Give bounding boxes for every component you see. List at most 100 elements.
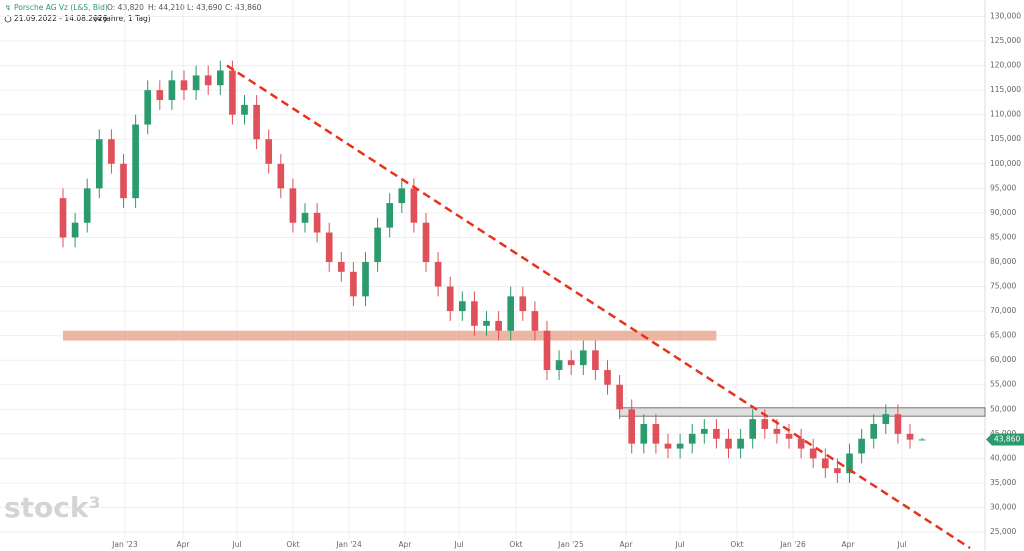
- candle-body: [216, 70, 224, 86]
- x-tick-label: Okt: [286, 540, 299, 549]
- candle-body: [83, 188, 91, 223]
- y-tick-label: 25,000: [990, 527, 1016, 536]
- candle-body: [592, 350, 599, 371]
- y-tick-label: 125,000: [990, 36, 1021, 45]
- logo-icon: ↯: [5, 3, 11, 12]
- trendline: [226, 64, 971, 550]
- candle-body: [906, 433, 914, 440]
- y-tick-label: 115,000: [990, 85, 1021, 94]
- candle-body: [71, 222, 79, 238]
- candle-body: [531, 311, 539, 331]
- candle-body: [132, 124, 139, 199]
- ohlc-low: L: 43,690: [187, 3, 223, 12]
- candle-body: [749, 419, 757, 439]
- candle-body: [737, 438, 744, 449]
- x-tick-label: Okt: [730, 540, 743, 549]
- x-tick-label: Apr: [398, 540, 412, 549]
- candle-body: [543, 330, 551, 371]
- candle-body: [894, 414, 902, 434]
- candle-body: [700, 428, 708, 434]
- candle-body: [434, 261, 442, 287]
- candle-body: [567, 360, 575, 366]
- candle-body: [95, 139, 103, 189]
- ohlc-high: H: 44,210: [148, 3, 185, 12]
- zone: [63, 330, 717, 341]
- candle-body: [241, 104, 248, 115]
- x-tick-label: Apr: [620, 540, 634, 549]
- candle-body: [761, 419, 769, 429]
- candle-body: [821, 458, 829, 469]
- candle-body: [386, 203, 394, 228]
- x-tick-label: Jan '25: [557, 540, 584, 549]
- candle-body: [555, 360, 563, 371]
- candle-body: [664, 443, 672, 449]
- y-tick-label: 95,000: [990, 183, 1016, 192]
- candle-body: [773, 428, 781, 434]
- candle-body: [313, 212, 321, 233]
- x-tick-label: Apr: [842, 540, 856, 549]
- candle-body: [579, 350, 587, 366]
- y-tick-label: 90,000: [990, 208, 1016, 217]
- y-tick-label: 55,000: [990, 380, 1016, 389]
- candle-body: [785, 433, 793, 439]
- ohlc-close: C: 43,860: [225, 3, 262, 12]
- y-tick-label: 65,000: [990, 331, 1016, 340]
- candle-body: [846, 453, 853, 474]
- candle-body: [870, 424, 878, 439]
- x-tick-label: Jan '23: [111, 540, 138, 549]
- y-tick-label: 75,000: [990, 282, 1016, 291]
- candle-body: [495, 320, 502, 331]
- x-tick-label: Jul: [231, 540, 241, 549]
- candle-body: [301, 212, 309, 223]
- price-badge-label: 43,860: [994, 434, 1020, 443]
- candle-body: [59, 198, 67, 238]
- candle-body: [483, 320, 490, 326]
- y-tick-label: 50,000: [990, 404, 1016, 413]
- x-tick-label: Jan '26: [779, 540, 806, 549]
- y-tick-label: 40,000: [990, 453, 1016, 462]
- candle-body: [325, 232, 333, 262]
- y-tick-label: 120,000: [990, 61, 1021, 70]
- x-tick-label: Jul: [674, 540, 684, 549]
- y-tick-label: 45,000: [990, 429, 1016, 438]
- candle-body: [809, 448, 817, 459]
- candle-body: [156, 90, 164, 100]
- candle-body: [918, 439, 926, 441]
- candle-body: [362, 261, 369, 297]
- zone: [619, 407, 986, 417]
- candle-body: [688, 433, 696, 444]
- watermark: stock³: [4, 491, 101, 524]
- candle-body: [471, 301, 478, 326]
- candle-body: [604, 370, 611, 385]
- y-tick-label: 105,000: [990, 134, 1021, 143]
- candle-body: [422, 222, 430, 262]
- candle-body: [398, 188, 406, 204]
- candle-body: [882, 414, 890, 425]
- candle-body: [180, 80, 188, 91]
- candle-body: [676, 443, 684, 449]
- candle-body: [616, 384, 623, 410]
- x-tick-label: Apr: [177, 540, 191, 549]
- candle-body: [410, 188, 418, 223]
- candle-body: [446, 286, 454, 312]
- y-tick-label: 110,000: [990, 110, 1021, 119]
- y-tick-label: 70,000: [990, 306, 1016, 315]
- candle-body: [144, 90, 152, 125]
- candle-body: [628, 409, 636, 444]
- candle-body: [797, 438, 805, 449]
- candle-body: [458, 301, 466, 312]
- x-tick-label: Jan '24: [335, 540, 362, 549]
- candle-body: [108, 139, 115, 164]
- candle-body: [204, 75, 212, 86]
- y-tick-label: 85,000: [990, 232, 1016, 241]
- x-tick-label: Jul: [896, 540, 906, 549]
- y-tick-label: 30,000: [990, 502, 1016, 511]
- x-tick-label: Okt: [509, 540, 522, 549]
- candle-body: [519, 296, 527, 312]
- x-tick-label: Jul: [454, 540, 464, 549]
- candle-body: [289, 188, 297, 223]
- candle-body: [229, 70, 236, 115]
- y-tick-label: 80,000: [990, 257, 1016, 266]
- y-tick-label: 60,000: [990, 355, 1016, 364]
